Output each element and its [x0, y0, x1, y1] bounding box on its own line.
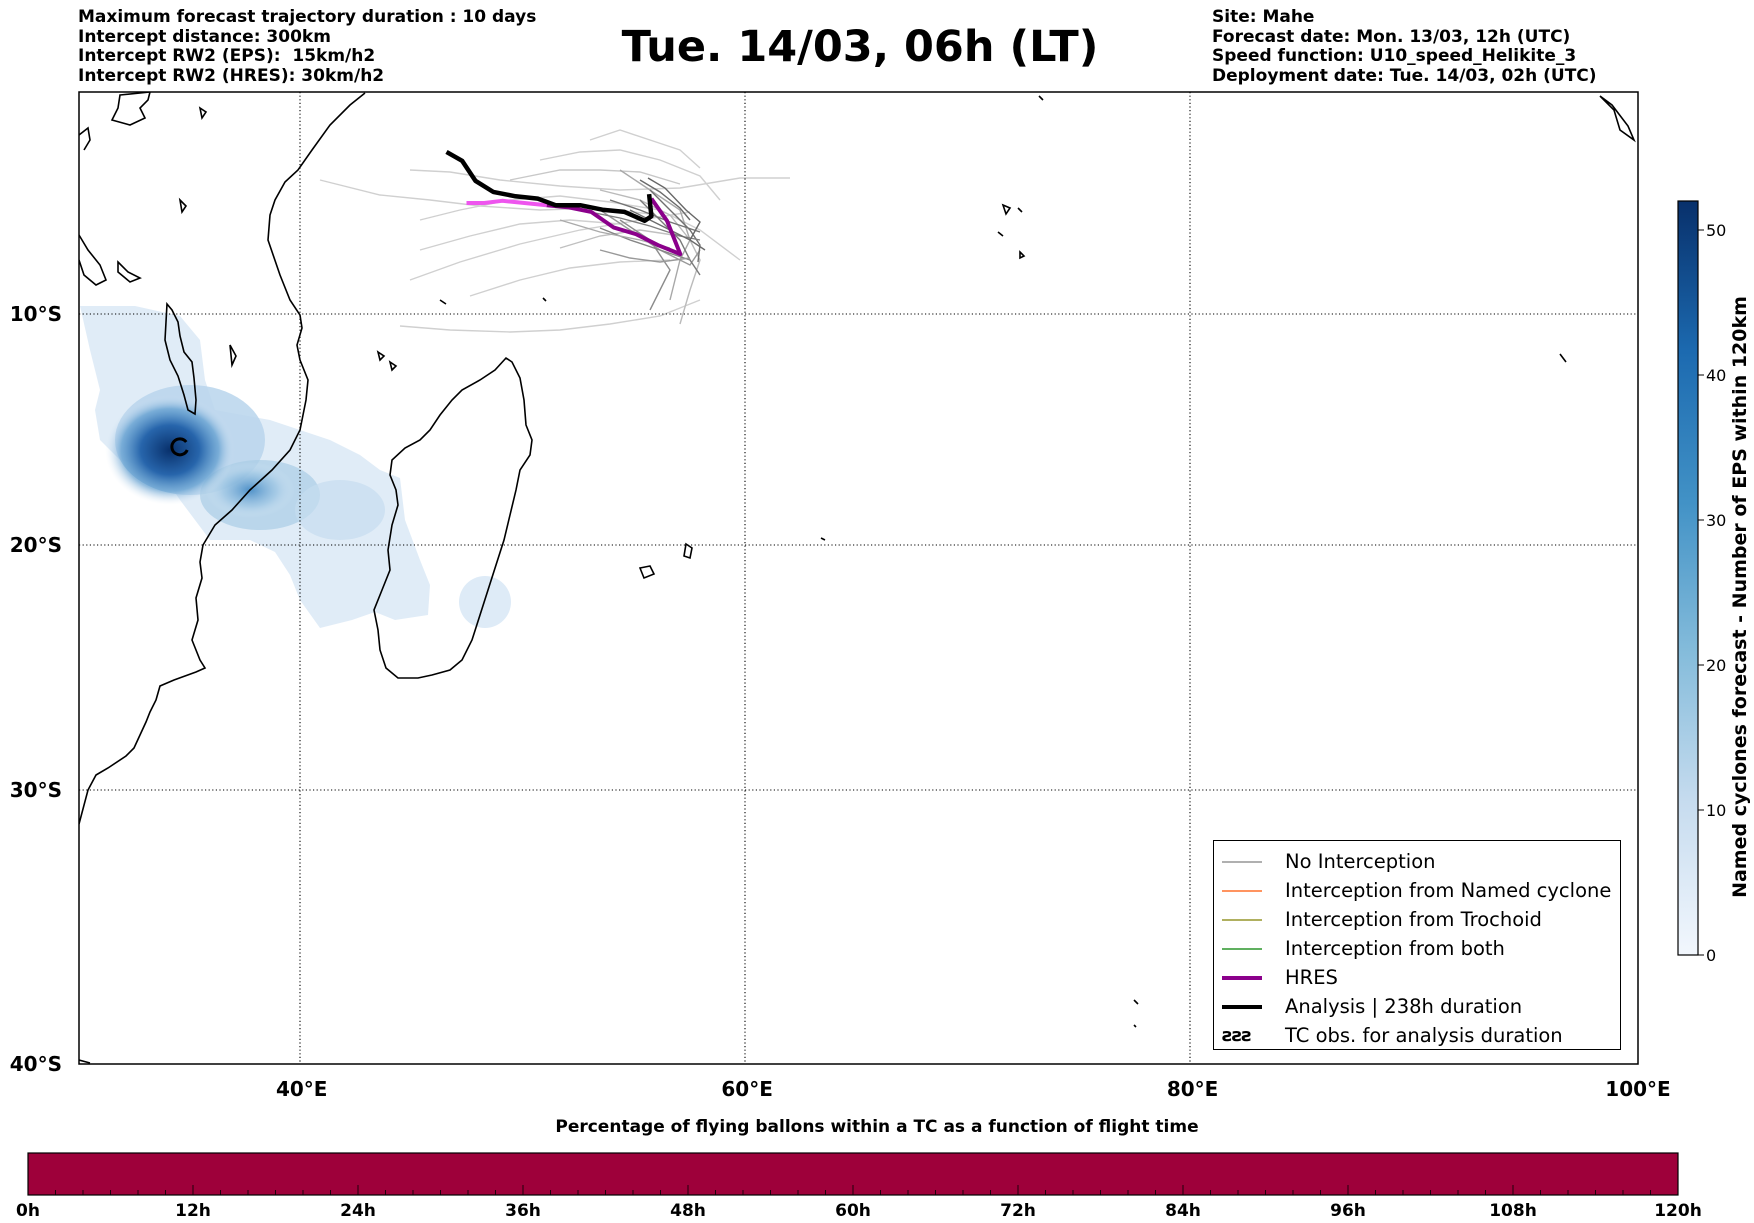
legend-item: Interception from both [1222, 934, 1505, 963]
density-colorbar: 0 10 20 30 40 50 [1677, 200, 1726, 965]
legend-label: Analysis | 238h duration [1285, 995, 1523, 1018]
legend-swatch [1222, 860, 1262, 863]
lat-tick-label: 10°S [10, 302, 62, 326]
flight-bar-tick-label: 12h [175, 1201, 211, 1221]
map-legend: No Interception Interception from Named … [1213, 840, 1621, 1050]
main-title: Tue. 14/03, 06h (LT) [621, 22, 1099, 72]
colorbar-tick-label: 20 [1706, 656, 1726, 675]
legend-swatch [1222, 889, 1262, 892]
hres-track [546, 197, 683, 257]
param-line: Intercept RW2 (EPS): 15km/h2 [78, 46, 376, 66]
legend-label: Interception from Named cyclone [1285, 879, 1612, 902]
legend-swatch [1222, 975, 1262, 980]
coastlines [79, 92, 1636, 1064]
colorbar-tick-label: 30 [1706, 511, 1726, 530]
legend-item: Analysis | 238h duration [1222, 992, 1522, 1021]
latitude-labels: 10°S 20°S 30°S 40°S [10, 302, 62, 1076]
lake-malawi [164, 301, 197, 416]
param-line: Maximum forecast trajectory duration : 1… [78, 7, 537, 27]
legend-item: No Interception [1222, 847, 1436, 876]
flight-bar-title: Percentage of flying ballons within a TC… [555, 1117, 1199, 1137]
site-line: Speed function: U10_speed_Helikite_3 [1212, 46, 1577, 66]
legend-item: ƨƨƨ TC obs. for analysis duration [1222, 1021, 1563, 1050]
legend-item: HRES [1222, 963, 1338, 992]
mauritius [683, 542, 693, 560]
flight-bar-tick-label: 120h [1654, 1201, 1702, 1221]
africa-coast [79, 92, 366, 825]
cyclone-density-field [80, 306, 511, 628]
legend-swatch [1222, 947, 1262, 950]
flight-bar-tick-label: 96h [1330, 1201, 1366, 1221]
colorbar-tick-label: 50 [1706, 221, 1726, 240]
flight-bar-tick-label: 48h [670, 1201, 706, 1221]
colorbar-tick-label: 40 [1706, 366, 1726, 385]
legend-label: HRES [1285, 966, 1338, 989]
colorbar-tick-label: 10 [1706, 801, 1726, 820]
forecast-parameters: Maximum forecast trajectory duration : 1… [78, 7, 537, 86]
analysis-track [445, 149, 654, 224]
colorbar-tick-label: 0 [1706, 946, 1716, 965]
legend-swatch [1222, 918, 1262, 921]
longitude-labels: 40°E 60°E 80°E 100°E [276, 1077, 1671, 1101]
tc-obs-icon: ƨƨƨ [1222, 1025, 1252, 1046]
flight-bar-tick-label: 36h [505, 1201, 541, 1221]
flight-bar-tick-label: 0h [16, 1201, 40, 1221]
reunion [638, 565, 656, 580]
site-line: Forecast date: Mon. 13/03, 12h (UTC) [1212, 26, 1571, 47]
legend-label: Interception from Trochoid [1285, 908, 1542, 931]
legend-swatch [1222, 1004, 1262, 1009]
lon-tick-label: 100°E [1605, 1077, 1670, 1101]
legend-item: Interception from Named cyclone [1222, 876, 1611, 905]
flight-bar-tick-label: 60h [835, 1201, 871, 1221]
madagascar [373, 356, 533, 679]
map-frame [78, 91, 1639, 1065]
hres-track-start [466, 198, 547, 208]
flight-bar-tick-label: 72h [1000, 1201, 1036, 1221]
param-line: Intercept RW2 (HRES): 30km/h2 [78, 65, 385, 86]
legend-label: Interception from both [1285, 937, 1505, 960]
param-line: Intercept distance: 300km [78, 26, 331, 47]
lon-tick-label: 80°E [1167, 1077, 1219, 1101]
legend-label: TC obs. for analysis duration [1285, 1024, 1563, 1047]
lat-tick-label: 30°S [10, 778, 62, 802]
flight-bar-tick-label: 108h [1489, 1201, 1537, 1221]
lon-tick-label: 60°E [721, 1077, 773, 1101]
legend-label: No Interception [1285, 850, 1436, 873]
lon-tick-label: 40°E [276, 1077, 328, 1101]
lat-tick-label: 20°S [10, 533, 62, 557]
site-line: Deployment date: Tue. 14/03, 02h (UTC) [1212, 65, 1597, 86]
site-info: Site: Mahe Forecast date: Mon. 13/03, 12… [1212, 7, 1597, 86]
colorbar-title: Named cyclones forecast - Number of EPS … [1729, 296, 1751, 898]
flight-bar-tick-label: 24h [340, 1201, 376, 1221]
eps-trajectories [319, 129, 790, 333]
flight-bar-tick-label: 84h [1165, 1201, 1201, 1221]
cyclone-symbol [170, 437, 189, 457]
site-line: Site: Mahe [1212, 7, 1315, 27]
flight-time-bar: 0h 12h 24h 36h 48h 60h 72h 84h 96h 108h 120h [16, 1152, 1702, 1221]
lat-tick-label: 40°S [10, 1052, 62, 1076]
cyclone-obs-marker [170, 437, 189, 457]
legend-item: Interception from Trochoid [1222, 905, 1542, 934]
map-grid [79, 92, 1638, 1064]
